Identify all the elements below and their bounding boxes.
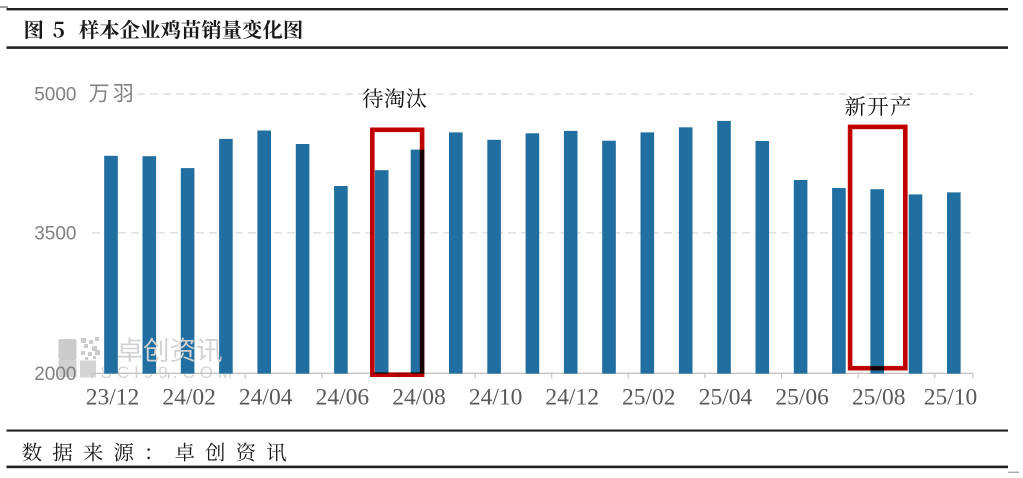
svg-text:25/10: 25/10	[924, 385, 978, 411]
svg-text:24/06: 24/06	[316, 385, 370, 411]
svg-text:24/02: 24/02	[162, 385, 216, 411]
svg-text:2000: 2000	[34, 364, 76, 385]
svg-text:25/04: 25/04	[699, 385, 753, 411]
svg-text:25/02: 25/02	[622, 385, 676, 411]
svg-text:24/04: 24/04	[239, 385, 293, 411]
svg-text:24/08: 24/08	[392, 385, 446, 411]
svg-text:24/10: 24/10	[469, 385, 523, 411]
svg-text:23/12: 23/12	[86, 385, 140, 411]
svg-text:24/12: 24/12	[545, 385, 599, 411]
svg-text:25/08: 25/08	[852, 385, 906, 411]
svg-text:5000: 5000	[34, 85, 76, 106]
svg-text:3500: 3500	[34, 224, 76, 245]
svg-text:25/06: 25/06	[775, 385, 829, 411]
svg-text:SCI99.COM: SCI99.COM	[101, 363, 238, 382]
